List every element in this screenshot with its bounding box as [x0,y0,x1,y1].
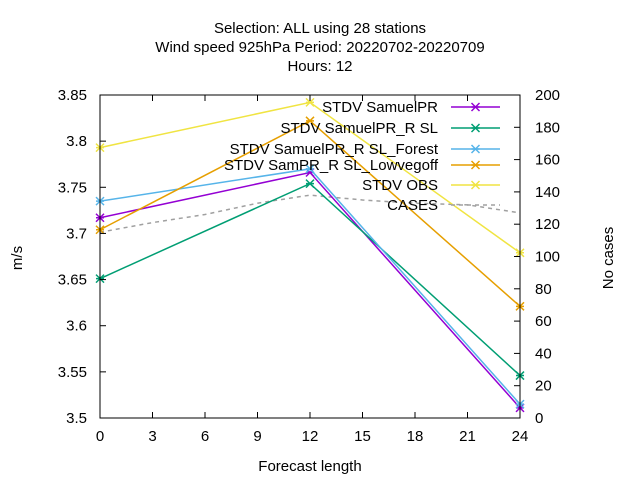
legend-marker [470,180,481,190]
series-line [99,182,521,377]
series-point [305,164,315,174]
x-tick-label: 6 [201,428,209,445]
x-tick-label: 9 [253,428,261,445]
cases-layer [99,194,521,234]
x-tick-label: 15 [354,428,371,445]
y2-tick-label: 60 [535,313,552,330]
legend-marker [470,102,481,112]
y-tick-label: 3.8 [66,133,87,150]
y2-tick-label: 80 [535,281,552,298]
legend-marker [470,123,481,133]
series-point [305,97,315,107]
legend-label: CASES [387,197,438,214]
y-tick-label: 3.55 [58,364,87,381]
title-line-1: Selection: ALL using 28 stations [214,20,426,37]
x-tick-label: 3 [148,428,156,445]
y2-tick-label: 20 [535,378,552,395]
legend-label: STDV OBS [362,177,438,194]
x-tick-label: 18 [407,428,424,445]
axes: 0 3 6 9 12 15 18 21 24 3.5 3.55 3.6 3.65 3.7 3.75 3.8 3.… [58,87,560,445]
y2-tick-label: 140 [535,184,560,201]
title-line-2: Wind speed 925hPa Period: 20220702-20220… [155,39,484,56]
y2-tick-label: 200 [535,87,560,104]
y2-tick-label: 120 [535,216,560,233]
y2-tick-label: 40 [535,345,552,362]
y-tick-label: 3.85 [58,87,87,104]
y2-tick-label: 0 [535,410,543,427]
y-tick-label: 3.75 [58,179,87,196]
y-tick-label: 3.5 [66,410,87,427]
y2-tick-label: 100 [535,249,560,266]
x-tick-label: 0 [96,428,104,445]
series-point [305,179,315,189]
y-tick-label: 3.6 [66,318,87,335]
y2-tick-label: 160 [535,152,560,169]
cases-line [99,194,521,234]
legend-marker [470,160,481,170]
x-tick-label: 24 [512,428,529,445]
y-axis-label: m/s [9,246,26,270]
series-point [305,116,315,126]
y-tick-label: 3.7 [66,225,87,242]
legend-label: STDV SamuelPR [322,99,438,116]
legend: STDV SamuelPR STDV SamuelPR_R SL STDV Samu… [224,99,500,214]
legend-label: STDV SamuelPR_R SL [280,120,438,137]
y2-tick-label: 180 [535,119,560,136]
y-tick-label: 3.65 [58,272,87,289]
legend-label: STDV SamuelPR_R SL_Forest [230,141,439,158]
x-tick-label: 21 [459,428,476,445]
series-3 [95,164,525,409]
chart-title: Selection: ALL using 28 stations Wind sp… [155,20,484,75]
legend-label: STDV SamPR_R SL_Lowvegoff [224,157,439,174]
y2-axis-label: No cases [600,227,617,290]
title-line-3: Hours: 12 [287,58,352,75]
x-tick-label: 12 [302,428,319,445]
x-axis-label: Forecast length [258,458,361,475]
legend-marker [470,144,481,154]
